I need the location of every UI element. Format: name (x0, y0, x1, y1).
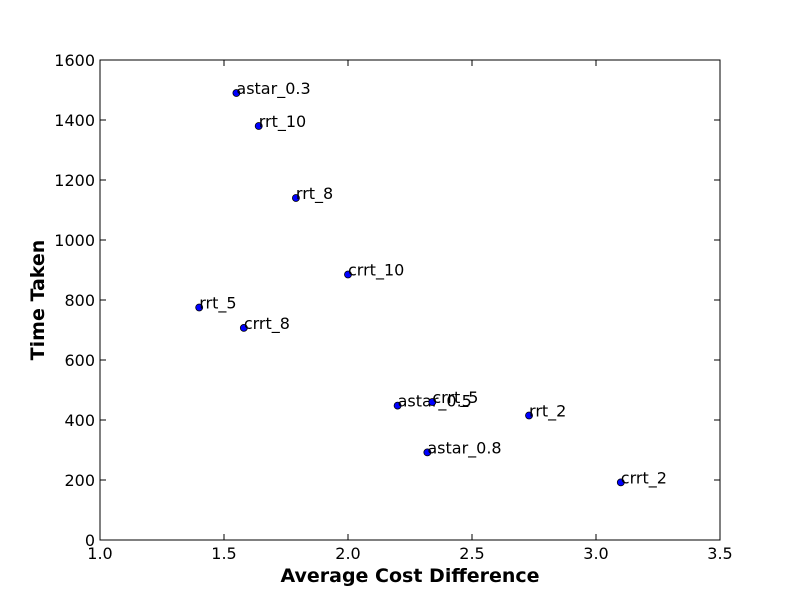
y-tick-label: 1600 (54, 51, 95, 70)
y-axis-title: Time Taken (27, 240, 49, 361)
data-point (616, 478, 625, 487)
point-label: crrt_10 (348, 261, 404, 281)
y-tick-label: 200 (64, 471, 95, 490)
data-point (292, 194, 300, 202)
y-tick-label: 400 (64, 411, 95, 430)
data-point (423, 448, 432, 457)
axis-ticks: 1.0 1.5 2.0 2.5 3.0 3.5 0 200 400 600 800 1000 1200 1… (54, 51, 732, 563)
y-tick-label: 1200 (54, 171, 95, 190)
x-tick-label: 1.0 (87, 544, 112, 563)
point-label: rrt_2 (529, 402, 566, 422)
point-label: crrt_2 (621, 468, 667, 488)
point-label: astar_0.8 (427, 438, 501, 458)
x-axis-title: Average Cost Difference (280, 565, 539, 587)
point-label: rrt_8 (296, 184, 333, 204)
point-label: crrt_8 (244, 314, 290, 334)
point-label: rrt_5 (199, 294, 236, 314)
x-tick-label: 3.5 (707, 544, 732, 563)
x-tick-label: 2.5 (459, 544, 484, 563)
data-point (195, 303, 204, 312)
y-tick-label: 0 (85, 531, 95, 550)
x-tick-label: 1.5 (211, 544, 236, 563)
x-tick-label: 2.0 (335, 544, 360, 563)
y-tick-label: 800 (64, 291, 95, 310)
y-tick-label: 600 (64, 351, 95, 370)
y-tick-label: 1000 (54, 231, 95, 250)
data-points: astar_0.3 rrt_10 rrt_8 crrt_10 rrt_5 crrt_8as… (195, 79, 667, 488)
point-label: crrt_5 (432, 388, 478, 408)
data-point (525, 411, 533, 420)
data-point (254, 122, 263, 130)
y-tick-label: 1400 (54, 111, 95, 130)
data-point (393, 401, 402, 410)
data-point (232, 89, 241, 97)
point-label: astar_0.3 (236, 79, 310, 99)
data-point (344, 270, 352, 279)
data-point (428, 398, 437, 406)
x-tick-label: 3.0 (583, 544, 608, 563)
data-point (239, 323, 248, 332)
point-label: rrt_10 (259, 112, 307, 132)
